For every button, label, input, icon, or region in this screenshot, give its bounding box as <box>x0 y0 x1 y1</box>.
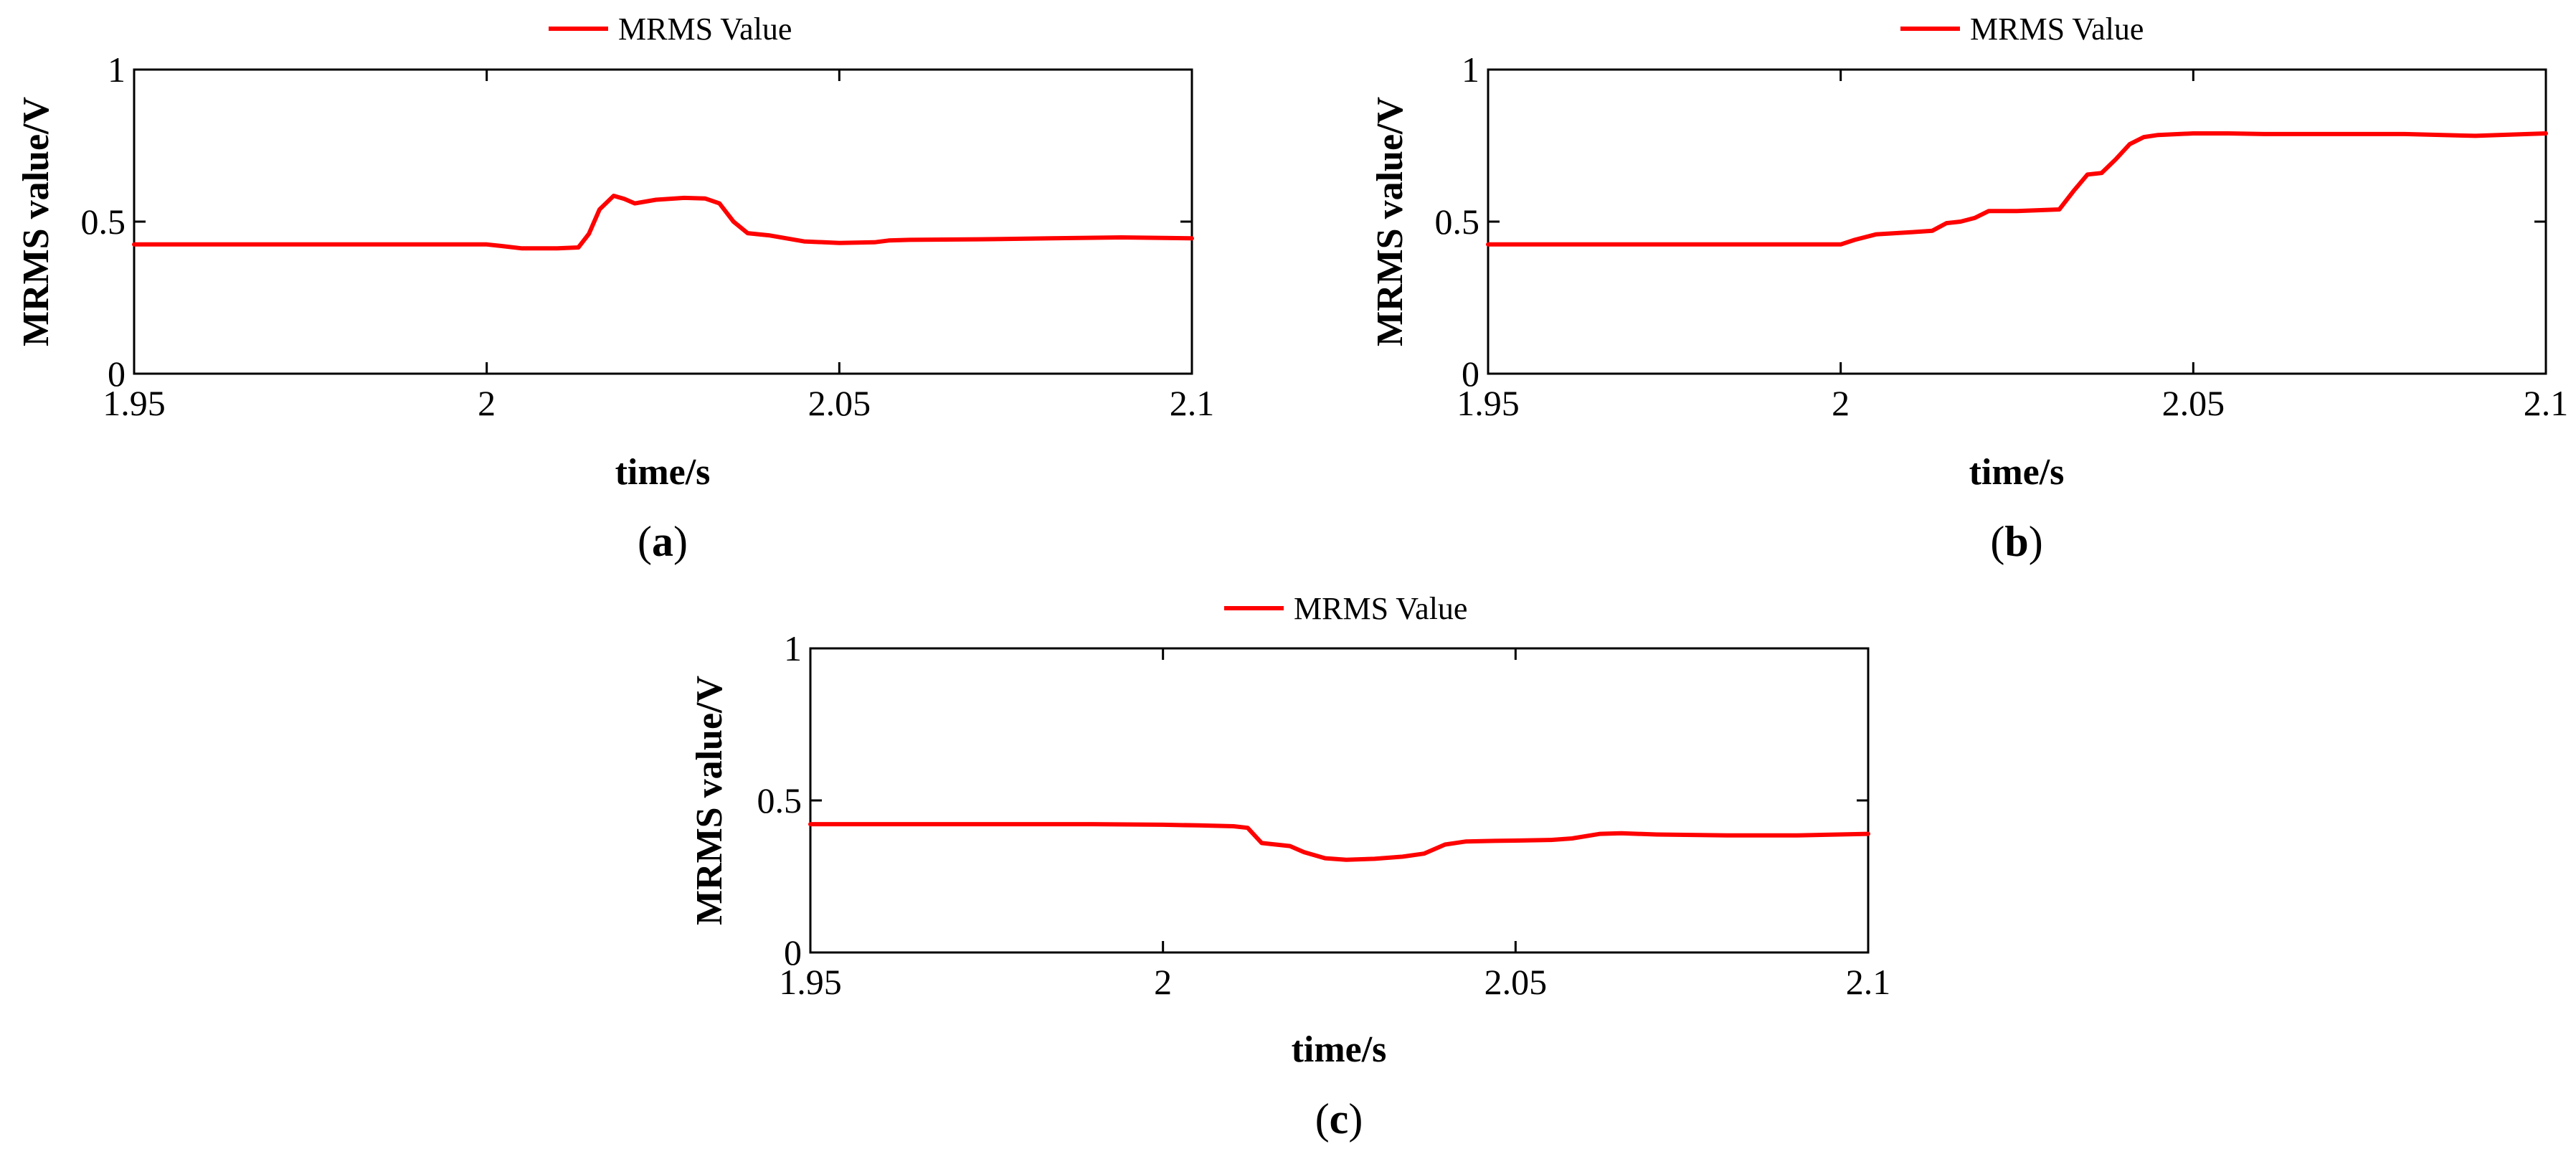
y-tick-label: 1 <box>784 628 802 668</box>
y-axis-title: MRMS value/V <box>1370 97 1411 346</box>
x-axis-title: time/s <box>615 452 711 493</box>
x-tick-label: 2 <box>1832 383 1850 423</box>
legend-label: MRMS Value <box>618 11 792 47</box>
panel-b: MRMS Value 1.95 2 2.05 2.1 0 0.5 1 time/s MRMS… <box>1370 11 2568 565</box>
y-tick-label: 0.5 <box>1435 202 1480 242</box>
x-tick-label: 2.1 <box>1846 962 1891 1002</box>
panel-caption: (c) <box>1315 1095 1363 1143</box>
x-tick-label: 2.05 <box>1484 962 1548 1002</box>
axes-frame <box>133 68 1193 375</box>
panel-caption: (b) <box>1990 518 2042 565</box>
legend-label: MRMS Value <box>1294 591 1467 626</box>
panel-caption: (a) <box>638 518 688 565</box>
y-tick-label: 1 <box>1462 49 1479 90</box>
panel-a: MRMS Value 1.95 2 2.05 2.1 0 0.5 1 time/s MRMS… <box>16 11 1214 565</box>
x-tick-label: 2.1 <box>2524 383 2569 423</box>
legend-label: MRMS Value <box>1970 11 2144 47</box>
plot-area: 1.95 2 2.05 2.1 0 0.5 1 <box>757 628 1891 1002</box>
x-axis-title: time/s <box>1969 452 2065 493</box>
series-line <box>1486 131 2548 247</box>
axes-frame <box>809 647 1870 954</box>
y-axis-title: MRMS value/V <box>16 97 57 346</box>
x-axis-title: time/s <box>1292 1029 1387 1070</box>
x-tick-label: 1.95 <box>779 962 842 1002</box>
y-tick-label: 0 <box>784 932 802 973</box>
y-tick-label: 0 <box>1462 354 1479 394</box>
x-tick-label: 2.1 <box>1170 383 1215 423</box>
y-axis-title: MRMS value/V <box>689 676 730 925</box>
axes-frame <box>1487 68 2547 375</box>
panel-c: MRMS Value 1.95 2 2.05 2.1 0 0.5 1 time/s MRMS… <box>689 591 1890 1143</box>
legend: MRMS Value <box>1224 591 1467 626</box>
y-tick-label: 0 <box>108 354 126 394</box>
x-tick-label: 2.05 <box>808 383 871 423</box>
legend: MRMS Value <box>549 11 792 47</box>
plot-area: 1.95 2 2.05 2.1 0 0.5 1 <box>1435 49 2569 423</box>
y-tick-label: 0.5 <box>81 202 126 242</box>
y-tick-label: 0.5 <box>757 780 802 821</box>
x-tick-label: 2 <box>1154 962 1172 1002</box>
series-line <box>132 194 1194 251</box>
x-tick-label: 1.95 <box>1457 383 1520 423</box>
x-tick-label: 2.05 <box>2162 383 2225 423</box>
y-tick-label: 1 <box>108 49 126 90</box>
series-line <box>808 822 1870 862</box>
x-tick-label: 1.95 <box>103 383 166 423</box>
plot-area: 1.95 2 2.05 2.1 0 0.5 1 <box>81 49 1215 423</box>
legend: MRMS Value <box>1900 11 2144 47</box>
x-tick-label: 2 <box>478 383 496 423</box>
